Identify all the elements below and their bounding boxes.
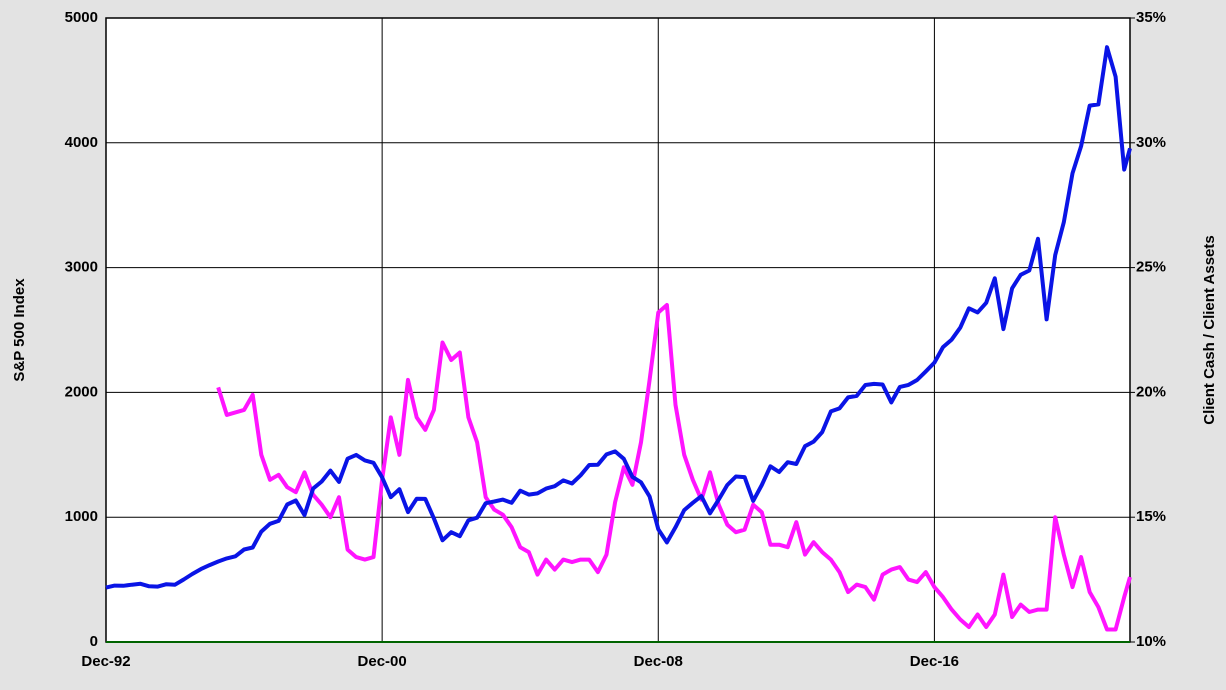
- y-axis-title: S&P 500 Index: [11, 278, 28, 382]
- x-tick-label: Dec-16: [910, 653, 959, 670]
- y-tick-label: 5000: [65, 9, 98, 26]
- y-tick-label: 2000: [65, 383, 98, 400]
- y-tick-label: 4000: [65, 134, 98, 151]
- y2-axis-title: Client Cash / Client Assets: [1201, 235, 1218, 425]
- y-tick-label: 3000: [65, 259, 98, 276]
- x-tick-label: Dec-92: [81, 653, 130, 670]
- y2-tick-label: 20%: [1136, 383, 1166, 400]
- y-tick-label: 1000: [65, 508, 98, 525]
- x-tick-label: Dec-08: [634, 653, 683, 670]
- y2-tick-label: 30%: [1136, 134, 1166, 151]
- y2-tick-label: 35%: [1136, 9, 1166, 26]
- series-line: [216, 303, 1132, 632]
- series-line: [105, 45, 1132, 590]
- plot-area: [106, 18, 1130, 642]
- y-tick-label: 0: [90, 633, 98, 650]
- y2-tick-label: 10%: [1136, 633, 1166, 650]
- y2-tick-label: 15%: [1136, 508, 1166, 525]
- y2-tick-label: 25%: [1136, 259, 1166, 276]
- x-tick-label: Dec-00: [358, 653, 407, 670]
